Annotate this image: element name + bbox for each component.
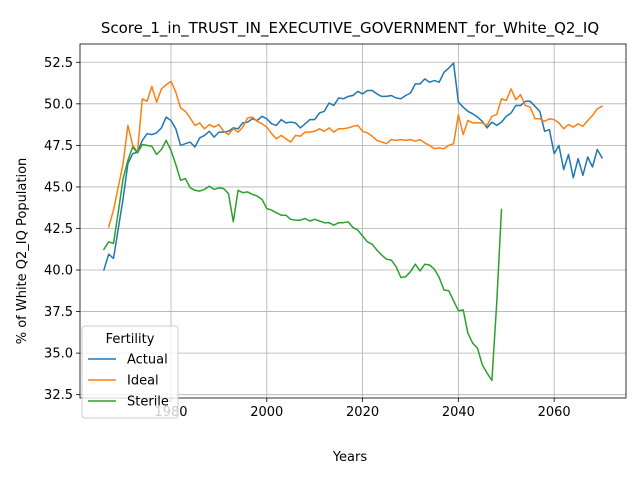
y-tick-label: 35.0 bbox=[44, 347, 73, 362]
legend-box bbox=[81, 325, 179, 419]
series-line-ideal bbox=[107, 80, 604, 228]
legend-label-sterile: Sterile bbox=[127, 395, 169, 410]
series-lines bbox=[102, 62, 604, 382]
legend: Fertility Actual Ideal Sterile bbox=[81, 325, 179, 419]
x-tick-label: 2040 bbox=[442, 405, 475, 420]
legend-label-actual: Actual bbox=[127, 353, 168, 368]
y-tick-label: 42.5 bbox=[44, 222, 73, 237]
y-tick-label: 45.0 bbox=[44, 180, 73, 195]
series-line-sterile bbox=[102, 139, 503, 382]
y-tick-label: 40.0 bbox=[44, 264, 73, 279]
y-tick-label: 32.5 bbox=[44, 388, 73, 403]
grid bbox=[80, 44, 626, 398]
x-tick-label: 2000 bbox=[250, 405, 283, 420]
plot-area-frame bbox=[79, 43, 627, 399]
legend-title: Fertility bbox=[106, 332, 155, 347]
y-tick-label: 47.5 bbox=[44, 139, 73, 154]
legend-label-ideal: Ideal bbox=[127, 374, 159, 389]
y-tick-label: 52.5 bbox=[44, 56, 73, 71]
y-axis-label: % of White Q2_IQ Population bbox=[15, 158, 30, 345]
x-tick-label: 2060 bbox=[538, 405, 571, 420]
y-tick-label: 50.0 bbox=[44, 97, 73, 112]
chart-title: Score_1_in_TRUST_IN_EXECUTIVE_GOVERNMENT… bbox=[101, 19, 599, 38]
series-line-actual bbox=[102, 62, 604, 271]
x-axis-label: Years bbox=[332, 450, 368, 465]
y-tick-label: 37.5 bbox=[44, 305, 73, 320]
x-tick-label: 2020 bbox=[346, 405, 379, 420]
